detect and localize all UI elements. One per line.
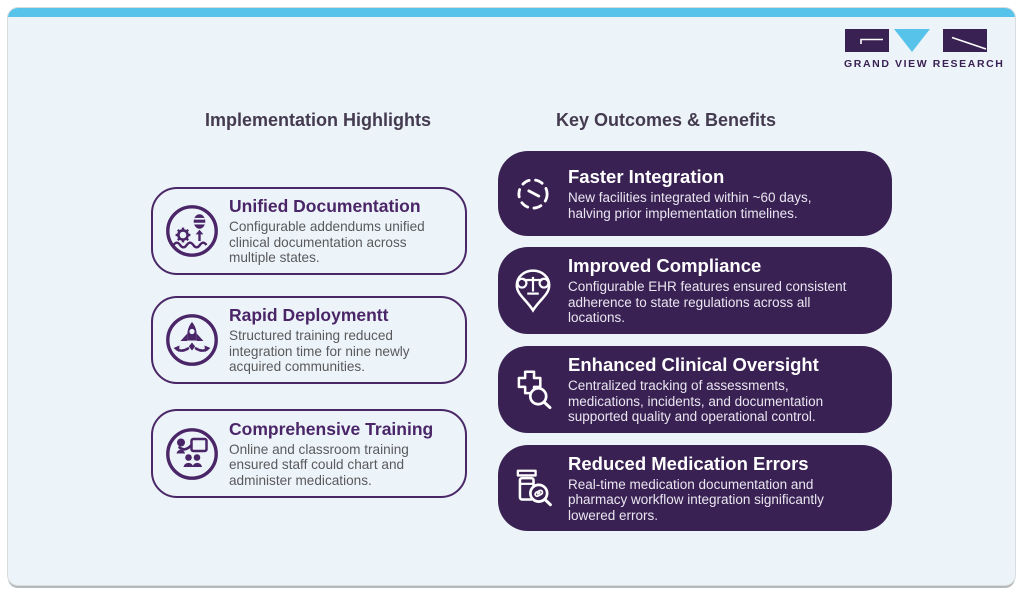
card-title: Improved Compliance [568, 255, 762, 277]
outcome-card-improved-compliance: Improved Compliance Configurable EHR fea… [498, 247, 892, 334]
card-body: New facilities integrated within ~60 day… [568, 189, 812, 221]
card-body: Real-time medication documentation and p… [568, 476, 824, 523]
card-body: Centralized tracking of assessments, med… [568, 378, 824, 425]
infographic-canvas: GRAND VIEW RESEARCH Implementation Highl… [8, 8, 1015, 585]
card-title: Unified Documentation [229, 196, 421, 217]
compliance-pin-scale-icon [509, 268, 557, 314]
outcome-card-enhanced-clinical-oversight: Enhanced Clinical Oversight Centralized … [498, 346, 892, 433]
top-accent-bar [8, 8, 1015, 17]
dashed-clock-icon [509, 171, 557, 217]
card-title: Enhanced Clinical Oversight [568, 354, 819, 376]
highlight-card-unified-documentation: Unified Documentation Configurable adden… [151, 187, 467, 275]
card-title: Comprehensive Training [229, 418, 434, 439]
highlight-card-rapid-deployment: Rapid Deploymentt Structured training re… [151, 296, 467, 384]
highlight-card-comprehensive-training: Comprehensive Training Online and classr… [151, 409, 467, 498]
card-title: Reduced Medication Errors [568, 452, 809, 474]
brand-name: GRAND VIEW RESEARCH [844, 58, 1005, 70]
outcome-card-reduced-medication-errors: Reduced Medication Errors Real-time medi… [498, 445, 892, 531]
card-body: Structured training reduced integration … [229, 328, 410, 375]
right-column-heading: Key Outcomes & Benefits [555, 110, 777, 130]
left-column-heading: Implementation Highlights [204, 110, 431, 130]
card-body: Configurable EHR features ensured consis… [568, 279, 847, 326]
rocket-launch-icon [164, 312, 220, 368]
brand-logo: GRAND VIEW RESEARCH [844, 29, 1005, 70]
card-title: Faster Integration [568, 165, 725, 187]
medical-cross-magnifier-icon [509, 367, 557, 413]
card-body: Online and classroom training ensured st… [229, 441, 409, 488]
gvr-logo-icon [845, 29, 987, 52]
card-title: Rapid Deploymentt [229, 305, 389, 326]
pill-bottle-magnifier-icon [509, 465, 557, 511]
outcome-card-faster-integration: Faster Integration New facilities integr… [498, 151, 892, 236]
gear-documentation-icon [164, 203, 220, 259]
card-body: Configurable addendums unified clinical … [229, 219, 425, 266]
classroom-training-icon [164, 426, 220, 482]
